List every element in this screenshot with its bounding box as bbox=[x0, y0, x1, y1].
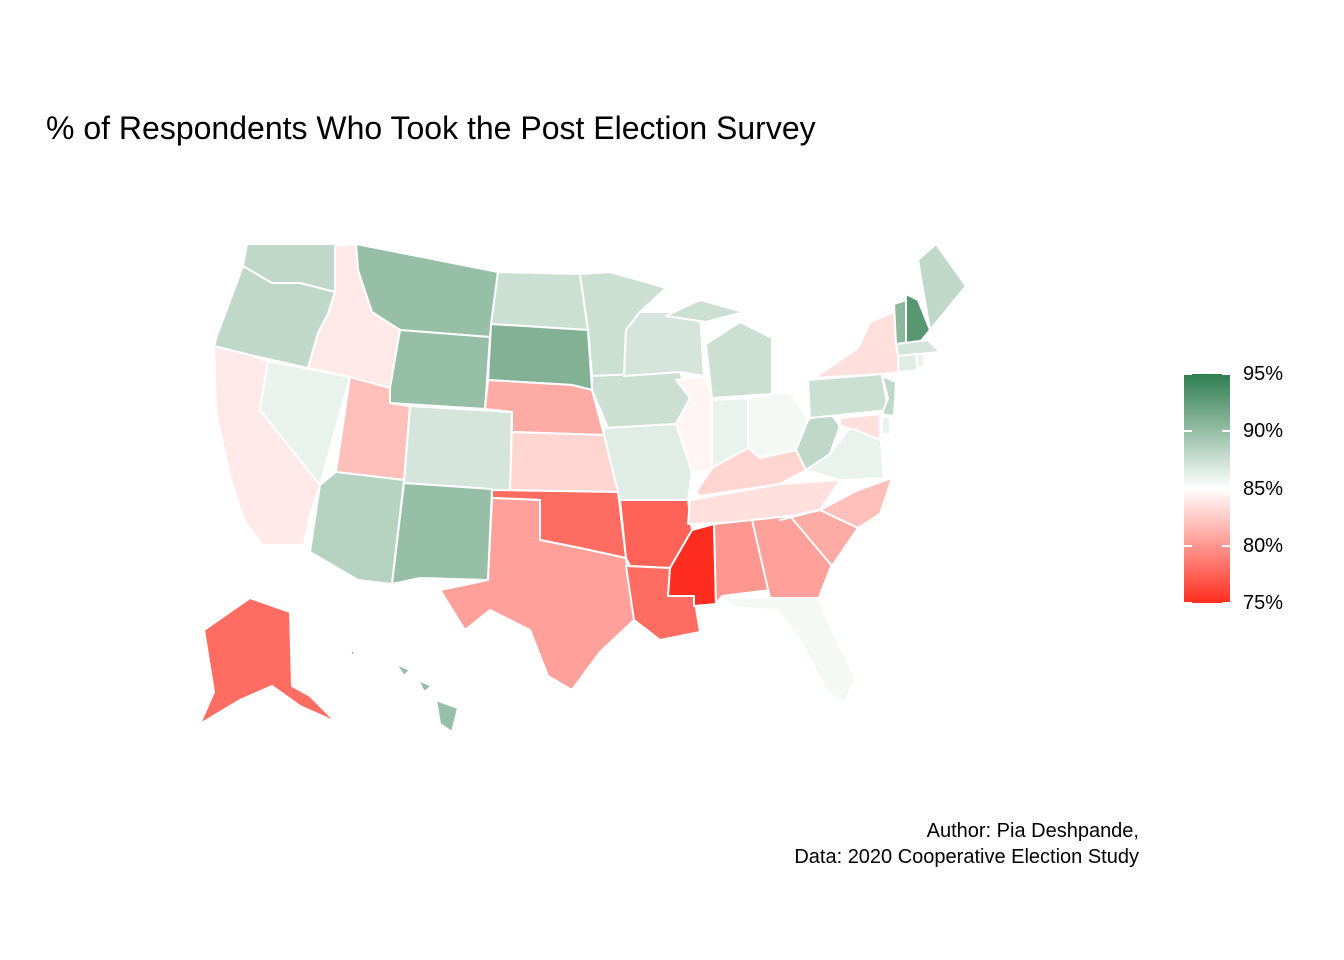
state-ME bbox=[917, 243, 967, 331]
legend-tick-mark bbox=[1184, 487, 1192, 490]
legend-tick-label: 95% bbox=[1243, 363, 1284, 385]
state-GA bbox=[751, 515, 833, 601]
state-CT bbox=[897, 353, 919, 373]
state-ND bbox=[490, 271, 589, 331]
legend-tick-label: 85% bbox=[1243, 477, 1284, 500]
state-WI bbox=[623, 311, 705, 377]
state-HI-4 bbox=[435, 699, 459, 733]
legend-tick-mark bbox=[1184, 430, 1192, 433]
state-MA bbox=[895, 339, 941, 357]
caption: Author: Pia Deshpande, Data: 2020 Cooper… bbox=[794, 818, 1139, 870]
state-HI-3 bbox=[417, 679, 433, 693]
state-CO bbox=[403, 405, 513, 496]
state-DE bbox=[881, 415, 891, 435]
legend-tick-mark bbox=[1184, 602, 1192, 604]
state-CA bbox=[213, 345, 321, 546]
state-FL bbox=[721, 597, 857, 703]
legend-tick-mark bbox=[1222, 430, 1230, 433]
state-NY bbox=[813, 311, 903, 379]
state-IL bbox=[675, 375, 717, 473]
legend-tick-mark bbox=[1222, 602, 1230, 604]
map-title: % of Respondents Who Took the Post Elect… bbox=[46, 110, 816, 146]
state-PA bbox=[807, 373, 889, 419]
legend-tick-mark bbox=[1184, 544, 1192, 547]
state-AK bbox=[199, 597, 337, 725]
state-MI-upper bbox=[665, 299, 745, 323]
state-NJ bbox=[881, 375, 897, 417]
state-NC bbox=[779, 477, 893, 529]
legend-tick-label: 80% bbox=[1243, 534, 1284, 557]
state-MD bbox=[839, 413, 881, 441]
state-VT bbox=[893, 299, 907, 345]
state-KS bbox=[509, 431, 619, 493]
state-MI bbox=[705, 321, 773, 399]
legend-tick-label: 75% bbox=[1243, 592, 1284, 614]
state-MS bbox=[667, 523, 717, 607]
state-WY bbox=[389, 329, 491, 410]
legend-tick-label: 90% bbox=[1243, 420, 1284, 443]
legend-tick-mark bbox=[1184, 373, 1192, 375]
state-HI bbox=[349, 649, 357, 657]
state-TX bbox=[439, 497, 635, 691]
legend-tick-mark bbox=[1222, 487, 1230, 490]
state-AZ bbox=[309, 471, 405, 585]
caption-source: Data: 2020 Cooperative Election Study bbox=[794, 846, 1139, 868]
legend-tick-mark bbox=[1222, 544, 1230, 547]
state-NM bbox=[391, 482, 493, 585]
legend-tick-mark bbox=[1222, 373, 1230, 375]
state-HI-2 bbox=[395, 663, 411, 677]
state-NH bbox=[905, 293, 931, 345]
state-RI bbox=[915, 353, 925, 369]
caption-author: Author: Pia Deshpande, bbox=[926, 820, 1139, 842]
